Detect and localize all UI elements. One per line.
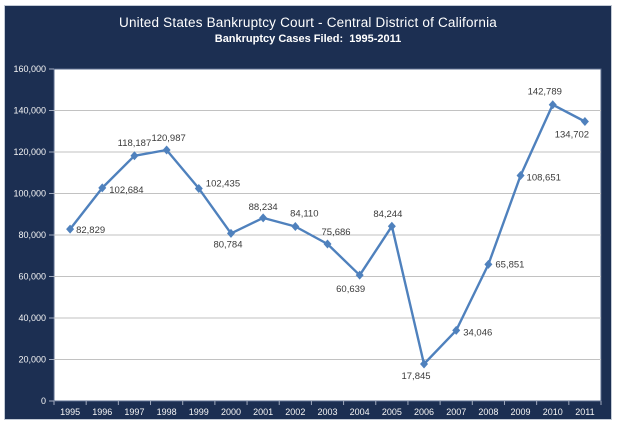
x-axis-label: 2009 [511,407,531,417]
x-axis-label: 2006 [414,407,434,417]
data-point-marker [259,213,268,223]
x-axis-label: 1995 [60,407,80,417]
y-axis-label: 80,000 [18,230,46,240]
data-point-label: 120,987 [151,133,185,144]
x-axis-label: 1999 [189,407,209,417]
data-point-marker [387,221,396,231]
data-point-marker [484,259,493,269]
data-point-marker [452,325,461,335]
data-point-marker [548,100,557,110]
data-point-label: 65,851 [495,259,524,270]
data-point-label: 17,845 [401,371,430,382]
data-point-label: 80,784 [213,239,242,250]
x-axis-label: 1997 [124,407,144,417]
data-point-label: 134,702 [555,129,589,140]
data-point-marker [130,151,139,161]
data-point-label: 142,789 [528,87,562,98]
line-chart: 0 20,000 40,000 60,000 80,000 100,000 120,000 1… [13,64,602,417]
data-point-label: 88,234 [249,202,278,213]
data-point-label: 118,187 [118,138,152,149]
chart-panel: 0 20,000 40,000 60,000 80,000 100,000 120,000 1… [4,5,612,420]
data-point-marker [323,239,332,249]
data-point-label: 108,651 [527,173,561,184]
data-point-marker [162,145,171,155]
y-axis-label: 20,000 [18,355,46,365]
y-axis-label: 40,000 [18,313,46,323]
data-point-label: 84,110 [290,208,318,219]
data-point-marker [194,183,203,193]
y-axis-label: 160,000 [13,64,46,74]
y-axis-label: 100,000 [13,189,46,199]
x-axis-label: 2008 [478,407,498,417]
y-axis-label: 120,000 [13,147,46,157]
data-point-label: 34,046 [463,327,492,338]
data-point-marker [420,359,429,369]
x-axis-label: 2007 [446,407,466,417]
data-point-label: 84,244 [373,209,402,220]
y-axis-label: 60,000 [18,272,46,282]
x-axis-label: 2002 [285,407,305,417]
x-axis-label: 2001 [253,407,273,417]
data-point-label: 82,829 [76,225,105,236]
x-axis-label: 2000 [221,407,241,417]
data-point-marker [291,221,300,231]
data-point-marker [226,228,235,238]
x-axis-label: 2005 [382,407,402,417]
data-point-label: 102,435 [206,178,240,189]
data-point-label: 75,686 [322,227,351,238]
x-axis-label: 2011 [575,407,594,417]
data-point-marker [98,183,107,193]
x-axis-label: 1996 [92,407,112,417]
data-point-label: 102,684 [109,185,143,196]
y-axis-label: 140,000 [13,106,46,116]
data-point-marker [355,270,364,280]
x-axis-label: 2003 [317,407,337,417]
x-axis-label: 1998 [157,407,177,417]
data-point-label: 60,639 [336,284,365,295]
data-point-marker [580,116,589,126]
x-axis-label: 2010 [543,407,563,417]
x-axis-label: 2004 [350,407,370,417]
data-point-marker [66,224,75,234]
y-axis-label: 0 [41,396,46,406]
data-point-marker [516,171,525,181]
